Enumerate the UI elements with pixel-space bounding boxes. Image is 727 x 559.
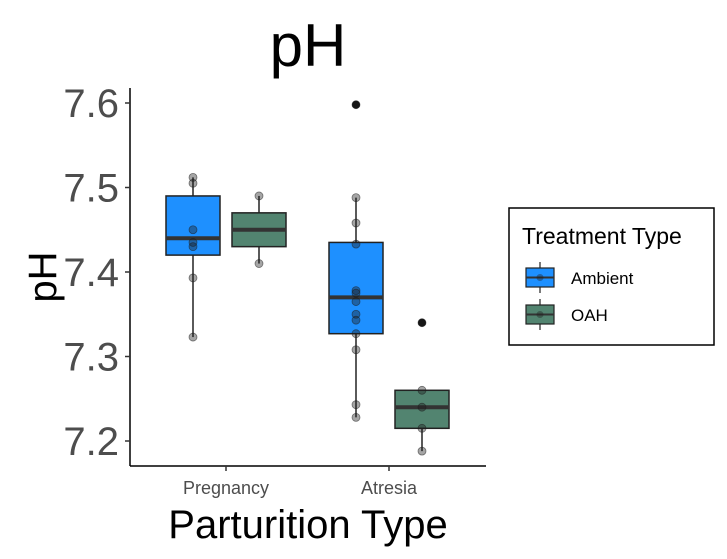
data-point bbox=[188, 242, 198, 252]
data-point bbox=[351, 193, 361, 203]
data-point bbox=[188, 225, 198, 235]
data-point bbox=[351, 400, 361, 410]
legend-key-point bbox=[536, 274, 544, 281]
legend-label-oah: OAH bbox=[571, 306, 608, 325]
box-ambient-pregnancy bbox=[165, 172, 221, 342]
data-point bbox=[188, 332, 198, 342]
plot-area: 7.2 7.3 7.4 7.5 7.6 Pregnancy Atresia bbox=[63, 82, 486, 498]
data-point bbox=[417, 385, 427, 395]
data-point bbox=[351, 412, 361, 422]
data-point bbox=[351, 297, 361, 306]
box-ambient-atresia bbox=[328, 100, 384, 422]
legend-title: Treatment Type bbox=[522, 223, 682, 249]
data-point bbox=[351, 100, 361, 110]
chart-title: pH bbox=[270, 12, 347, 79]
data-point bbox=[254, 259, 264, 268]
legend-key-ambient bbox=[525, 262, 555, 293]
y-axis-title: pH bbox=[21, 251, 65, 302]
legend-label-ambient: Ambient bbox=[571, 269, 634, 288]
data-point bbox=[351, 286, 361, 295]
data-point bbox=[351, 218, 361, 228]
data-point bbox=[351, 345, 361, 355]
data-point bbox=[417, 446, 427, 456]
data-point bbox=[351, 288, 361, 298]
box-iqr bbox=[394, 389, 450, 430]
x-tick-label: Pregnancy bbox=[183, 478, 269, 498]
legend-key-oah bbox=[525, 299, 555, 330]
outlier-point bbox=[418, 318, 426, 327]
legend-key-point bbox=[536, 311, 544, 318]
y-tick-label: 7.6 bbox=[63, 82, 119, 126]
x-axis-title: Parturition Type bbox=[168, 503, 447, 547]
x-tick-label: Atresia bbox=[361, 478, 418, 498]
data-point bbox=[417, 318, 427, 328]
box-oah-atresia bbox=[394, 318, 450, 456]
outlier-point bbox=[352, 100, 360, 109]
y-tick-label: 7.4 bbox=[63, 251, 119, 295]
data-point bbox=[188, 178, 198, 188]
data-point bbox=[254, 191, 264, 201]
box-oah-pregnancy bbox=[231, 191, 287, 268]
legend: Treatment Type Ambient OAH bbox=[508, 207, 715, 346]
data-point bbox=[417, 423, 427, 433]
data-point bbox=[351, 315, 361, 325]
data-point bbox=[351, 239, 361, 249]
data-point bbox=[351, 329, 361, 339]
y-tick-label: 7.3 bbox=[63, 336, 119, 380]
data-point bbox=[188, 273, 198, 283]
data-point bbox=[417, 402, 427, 412]
y-tick-label: 7.5 bbox=[63, 167, 119, 211]
y-tick-label: 7.2 bbox=[63, 420, 119, 464]
